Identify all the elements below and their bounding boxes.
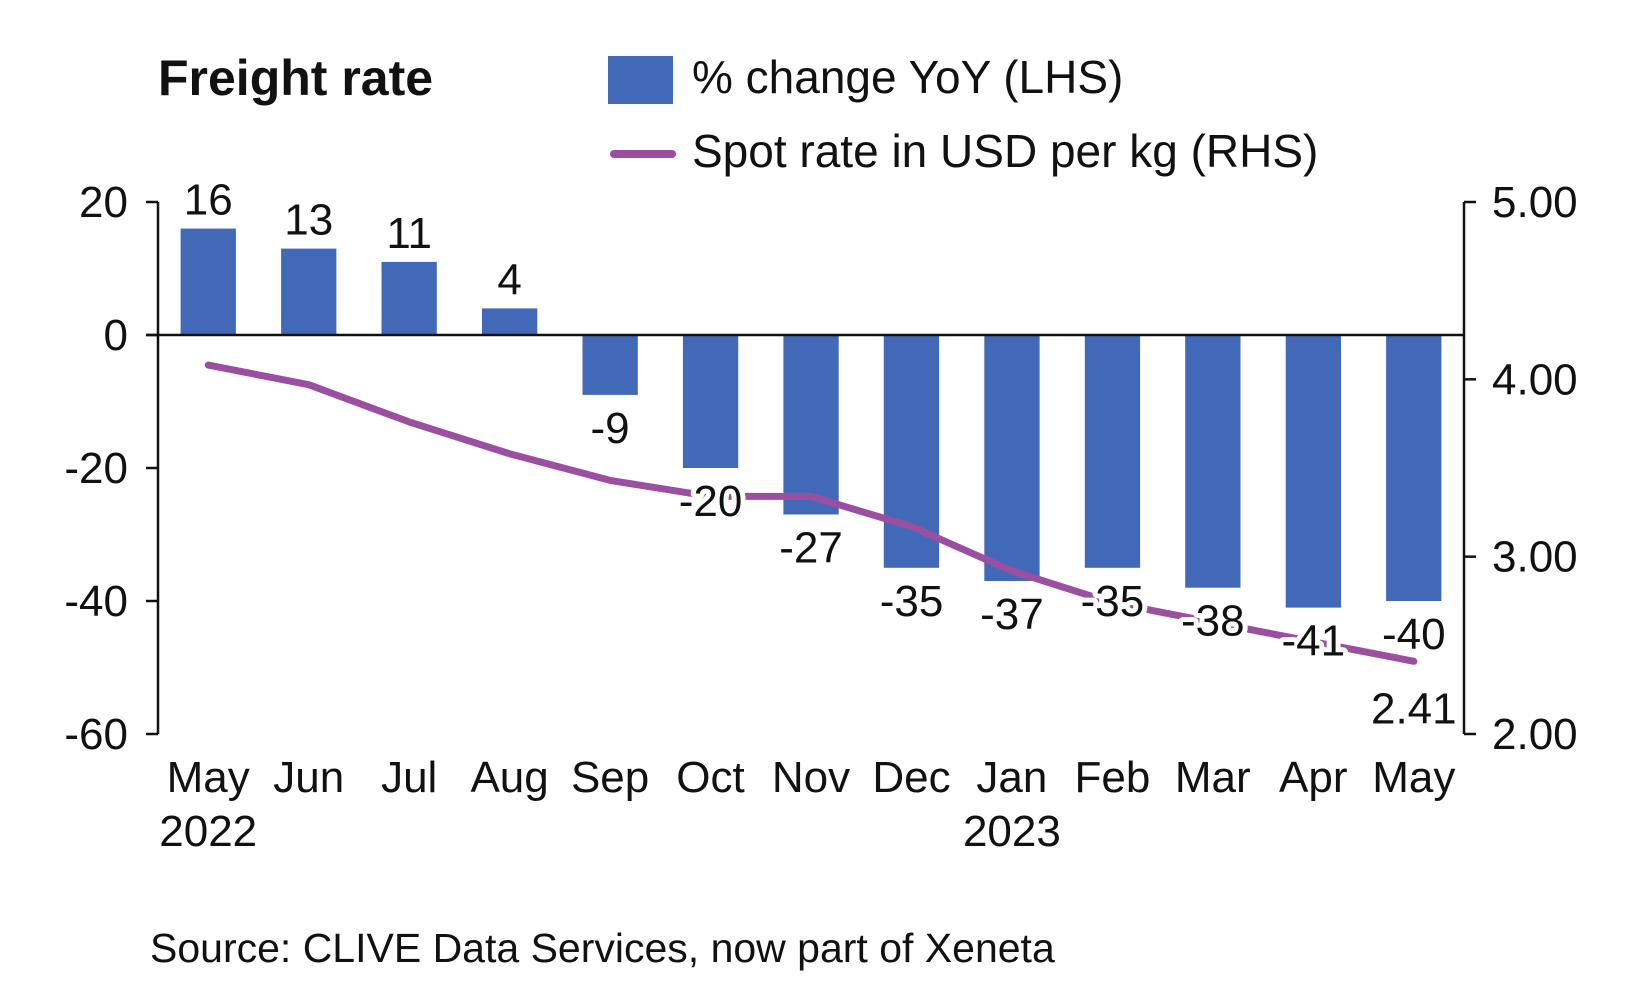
bar-value-label: 4 xyxy=(497,255,521,304)
spot-rate-point-9 xyxy=(1111,602,1113,604)
bar-nov-6 xyxy=(783,335,839,515)
x-tick-label: Apr xyxy=(1279,753,1347,802)
spot-rate-point-1 xyxy=(308,384,310,386)
bar-value-label: -35 xyxy=(880,577,944,626)
bar-value-label: -27 xyxy=(779,524,843,573)
bar-may-12 xyxy=(1386,335,1442,601)
chart-title: Freight rate xyxy=(158,50,433,106)
spot-rate-point-5 xyxy=(710,495,711,497)
spot-rate-point-3 xyxy=(509,453,511,455)
x-tick-label: Oct xyxy=(676,753,744,802)
x-tick-label: Sep xyxy=(571,753,649,802)
spot-rate-point-10 xyxy=(1212,621,1214,623)
x-tick-label: Jan xyxy=(976,753,1047,802)
legend-bar-label: % change YoY (LHS) xyxy=(692,51,1123,103)
bar-oct-5 xyxy=(682,335,739,468)
spot-rate-point-6 xyxy=(810,495,812,497)
left-tick-label: -40 xyxy=(64,577,128,626)
right-tick-label: 5.00 xyxy=(1492,178,1578,227)
left-tick-label: 0 xyxy=(104,311,128,360)
axes: 20 0 -20 -40 -60 5.00 4.00 3.00 2.00 May 2022 Jun Ju… xyxy=(64,178,1577,856)
data-labels: 16 13 11 4 -9 -20 -27 -35 -37 -35 -38 -41 -40 2.41 xyxy=(179,171,1457,734)
x-year-label: 2022 xyxy=(159,807,257,856)
bar-value-label: -38 xyxy=(1181,597,1245,646)
x-tick-label: Jul xyxy=(381,753,437,802)
x-tick-label: Jun xyxy=(273,753,344,802)
x-tick-label: Mar xyxy=(1175,753,1251,802)
source-note: Source: CLIVE Data Services, now part of… xyxy=(150,925,1055,971)
bar-value-label: -35 xyxy=(1081,577,1145,626)
bar-value-label: 16 xyxy=(184,176,233,225)
bar-value-label: -40 xyxy=(1382,610,1446,659)
line-series xyxy=(204,361,1418,665)
left-tick-label: -60 xyxy=(64,710,128,759)
bar-may-0 xyxy=(180,228,236,335)
right-tick-label: 4.00 xyxy=(1492,355,1578,404)
bar-jul-2 xyxy=(381,261,437,335)
spot-rate-point-0 xyxy=(207,364,209,366)
spot-rate-point-7 xyxy=(911,526,912,527)
spot-rate-point-11 xyxy=(1312,641,1314,643)
x-tick-label: May xyxy=(167,753,250,802)
spot-rate-end-label: 2.41 xyxy=(1371,684,1457,733)
bar-jun-1 xyxy=(281,248,337,335)
bar-jan-8 xyxy=(984,335,1040,581)
bar-sep-4 xyxy=(582,335,638,395)
bar-value-label: -37 xyxy=(980,590,1044,639)
bar-feb-9 xyxy=(1084,335,1141,568)
left-tick-label: -20 xyxy=(64,444,128,493)
spot-rate-point-12 xyxy=(1413,660,1415,662)
legend-line-label: Spot rate in USD per kg (RHS) xyxy=(692,125,1318,177)
bar-value-label: -9 xyxy=(591,404,630,453)
bar-series xyxy=(180,228,1442,608)
spot-rate-point-8 xyxy=(1011,570,1013,572)
legend: % change YoY (LHS) Spot rate in USD per … xyxy=(608,51,1318,177)
x-tick-label: Dec xyxy=(872,753,950,802)
x-tick-label: May xyxy=(1372,753,1455,802)
bar-value-label: -20 xyxy=(679,477,743,526)
x-year-label: 2023 xyxy=(963,807,1061,856)
bar-apr-11 xyxy=(1285,335,1341,608)
left-tick-label: 20 xyxy=(79,178,128,227)
legend-bar-swatch xyxy=(608,56,673,104)
x-tick-label: Nov xyxy=(772,753,850,802)
bar-mar-10 xyxy=(1185,335,1241,588)
bar-aug-3 xyxy=(482,308,538,335)
x-tick-label: Aug xyxy=(470,753,548,802)
right-tick-label: 2.00 xyxy=(1492,710,1578,759)
plot-area: 20 0 -20 -40 -60 5.00 4.00 3.00 2.00 May 2022 Jun Ju… xyxy=(64,171,1577,856)
bar-value-label: -41 xyxy=(1282,617,1346,666)
spot-rate-point-4 xyxy=(609,479,611,481)
spot-rate-point-2 xyxy=(408,421,410,423)
x-tick-label: Feb xyxy=(1074,753,1150,802)
right-tick-label: 3.00 xyxy=(1492,533,1578,582)
bar-value-label: 11 xyxy=(386,209,432,258)
bar-value-label: 13 xyxy=(284,196,333,245)
